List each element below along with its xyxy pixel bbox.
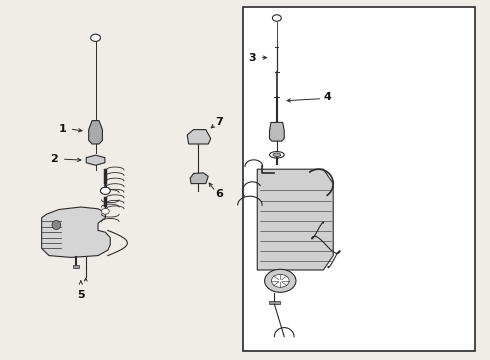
Text: 6: 6 <box>216 189 223 199</box>
Ellipse shape <box>270 152 284 158</box>
Text: 4: 4 <box>323 92 331 102</box>
Polygon shape <box>89 121 102 144</box>
Polygon shape <box>42 207 110 257</box>
Circle shape <box>265 269 296 292</box>
Ellipse shape <box>273 153 281 157</box>
Circle shape <box>91 34 100 41</box>
Text: 2: 2 <box>50 154 58 164</box>
Polygon shape <box>270 122 284 141</box>
Bar <box>243 7 475 351</box>
Circle shape <box>100 187 110 194</box>
Polygon shape <box>269 301 280 304</box>
Polygon shape <box>190 173 208 184</box>
Ellipse shape <box>52 220 61 230</box>
Text: 7: 7 <box>216 117 223 127</box>
Circle shape <box>101 208 109 214</box>
Polygon shape <box>86 155 105 165</box>
Polygon shape <box>73 265 79 268</box>
Polygon shape <box>257 169 333 270</box>
Text: 1: 1 <box>58 124 66 134</box>
Circle shape <box>271 274 289 287</box>
Text: 5: 5 <box>77 290 85 300</box>
Circle shape <box>272 15 281 21</box>
Text: 3: 3 <box>248 53 256 63</box>
Polygon shape <box>187 130 211 144</box>
